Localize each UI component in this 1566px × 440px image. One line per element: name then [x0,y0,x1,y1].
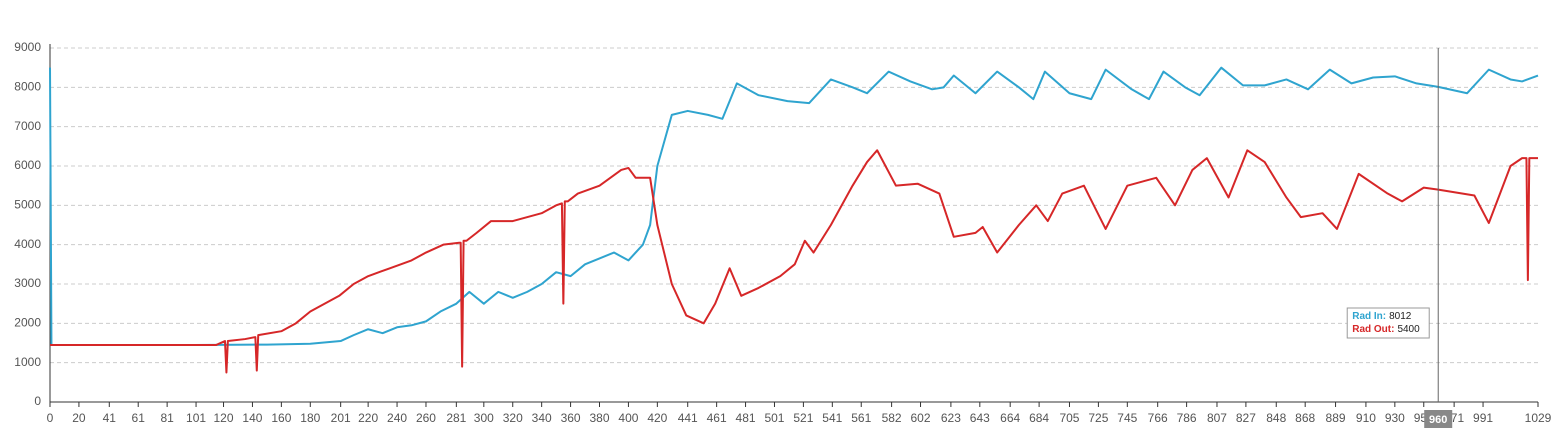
tooltip-series: Rad Out: [1352,324,1394,335]
x-tick-label: 420 [647,411,667,425]
x-tick-label: 320 [503,411,523,425]
hover-x-label: 960 [1429,414,1447,426]
x-tick-label: 807 [1207,411,1227,425]
series-line [49,66,1539,346]
x-tick-label: 441 [678,411,698,425]
x-tick-label: 360 [561,411,581,425]
y-tick-label: 3000 [14,276,41,290]
x-tick-label: 910 [1356,411,1376,425]
x-tick-label: 340 [532,411,552,425]
x-tick-label: 380 [589,411,609,425]
x-tick-label: 41 [103,411,117,425]
x-tick-label: 1029 [1525,411,1552,425]
x-tick-label: 766 [1148,411,1168,425]
x-tick-label: 561 [851,411,871,425]
x-tick-label: 623 [941,411,961,425]
x-tick-label: 745 [1117,411,1137,425]
x-tick-label: 521 [793,411,813,425]
y-tick-label: 7000 [14,119,41,133]
y-tick-label: 5000 [14,198,41,212]
y-tick-label: 8000 [14,80,41,94]
x-tick-label: 120 [214,411,234,425]
x-tick-label: 725 [1088,411,1108,425]
hover-x-box [1424,410,1453,428]
x-tick-label: 281 [446,411,466,425]
x-tick-label: 0 [47,411,54,425]
y-tick-label: 9000 [14,40,41,54]
y-tick-label: 6000 [14,158,41,172]
x-tick-label: 180 [300,411,320,425]
x-tick-label: 602 [911,411,931,425]
tooltip-series: Rad In: [1352,311,1386,322]
x-tick-label: 705 [1059,411,1079,425]
y-tick-label: 4000 [14,237,41,251]
x-tick-label: 889 [1326,411,1346,425]
x-tick-label: 220 [358,411,378,425]
x-tick-label: 684 [1029,411,1049,425]
x-tick-label: 786 [1177,411,1197,425]
x-tick-label: 848 [1266,411,1286,425]
x-tick-label: 664 [1000,411,1020,425]
x-tick-label: 260 [416,411,436,425]
x-tick-label: 582 [882,411,902,425]
x-tick-label: 240 [387,411,407,425]
x-tick-label: 61 [132,411,146,425]
x-tick-label: 827 [1236,411,1256,425]
tooltip-value: 5400 [1397,324,1420,335]
x-tick-label: 20 [72,411,86,425]
x-tick-label: 300 [474,411,494,425]
x-tick-label: 868 [1295,411,1315,425]
x-tick-label: 643 [970,411,990,425]
tooltip-value: 8012 [1389,311,1412,322]
x-tick-label: 160 [271,411,291,425]
x-tick-label: 991 [1473,411,1493,425]
x-tick-label: 201 [331,411,351,425]
x-tick-label: 101 [186,411,206,425]
y-tick-label: 2000 [14,316,41,330]
y-tick-label: 1000 [14,355,41,369]
x-tick-label: 461 [707,411,727,425]
series-line [50,149,1538,374]
tooltip-row: Rad In: 8012 [1352,311,1412,322]
tooltip-row: Rad Out: 5400 [1352,324,1420,335]
x-tick-label: 541 [822,411,842,425]
x-tick-label: 501 [764,411,784,425]
x-tick-label: 81 [160,411,174,425]
x-tick-label: 400 [618,411,638,425]
x-tick-label: 481 [736,411,756,425]
x-tick-label: 930 [1385,411,1405,425]
tooltip-box [1346,307,1430,339]
y-tick-label: 0 [34,394,41,408]
x-tick-label: 140 [242,411,262,425]
